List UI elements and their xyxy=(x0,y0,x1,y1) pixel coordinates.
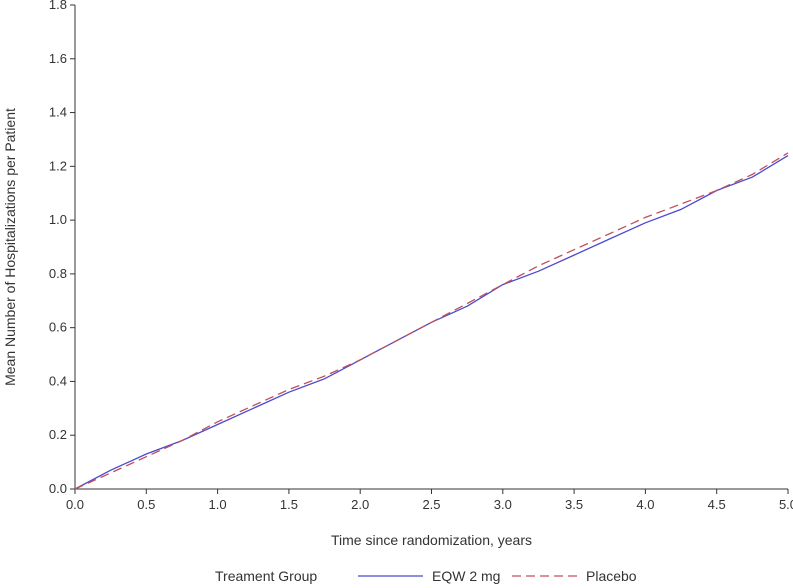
y-tick-label: 0.0 xyxy=(49,481,67,496)
legend: Treament Group EQW 2 mg Placebo xyxy=(215,568,637,584)
x-tick-label: 2.5 xyxy=(422,497,440,512)
x-axis-title: Time since randomization, years xyxy=(331,532,532,548)
x-tick-label: 4.5 xyxy=(708,497,726,512)
y-axis-title: Mean Number of Hospitalizations per Pati… xyxy=(2,108,18,386)
legend-title: Treament Group xyxy=(215,568,317,584)
x-tick-label: 1.0 xyxy=(209,497,227,512)
axis-ticks: 0.0 0.5 1.0 1.5 2.0 2.5 3.0 3.5 4.0 4.5 5.0 0.0 0.2 0… xyxy=(49,0,793,512)
x-tick-label: 2.0 xyxy=(351,497,369,512)
legend-label-2: Placebo xyxy=(586,568,637,584)
y-tick-label: 0.6 xyxy=(49,320,67,335)
series-line-2 xyxy=(74,152,789,490)
y-tick-label: 1.8 xyxy=(49,0,67,12)
y-tick-label: 1.4 xyxy=(49,105,67,120)
y-tick-label: 0.8 xyxy=(49,266,67,281)
y-tick-label: 0.2 xyxy=(49,427,67,442)
x-tick-label: 4.0 xyxy=(636,497,654,512)
x-tick-label: 0.0 xyxy=(66,497,84,512)
x-tick-label: 3.5 xyxy=(565,497,583,512)
x-tick-label: 3.0 xyxy=(494,497,512,512)
y-tick-label: 0.4 xyxy=(49,373,67,388)
y-tick-label: 1.2 xyxy=(49,158,67,173)
legend-label-1: EQW 2 mg xyxy=(432,568,500,584)
x-tick-label: 1.5 xyxy=(280,497,298,512)
x-tick-label: 5.0 xyxy=(779,497,793,512)
series-lines xyxy=(74,152,789,490)
axes xyxy=(74,5,788,490)
x-tick-label: 0.5 xyxy=(137,497,155,512)
y-tick-label: 1.0 xyxy=(49,212,67,227)
y-tick-label: 1.6 xyxy=(49,51,67,66)
